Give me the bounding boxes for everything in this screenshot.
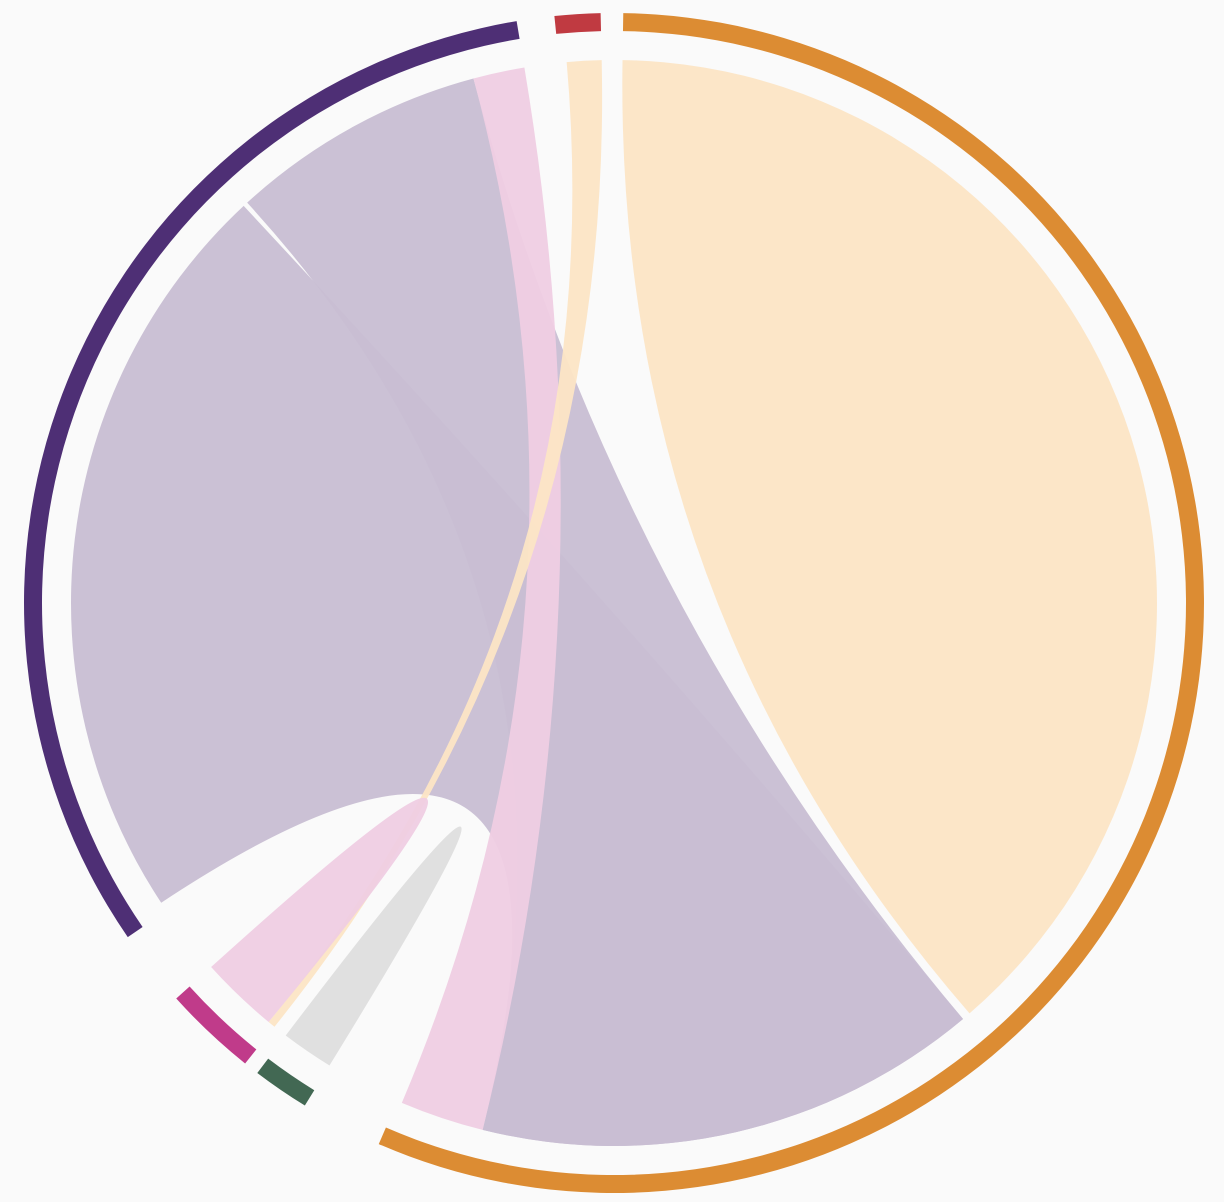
ribbon-green-6 [285,826,462,1066]
group-arc-purple [24,21,520,938]
group-arc-layer [24,13,1204,1193]
ribbon-layer [70,60,1157,1146]
ribbon-purple-3 [401,67,561,1130]
ribbon-orange-0 [622,60,1157,1014]
ribbon-purple-2 [247,78,964,1146]
group-arc-red [554,13,602,34]
group-arc-magenta [176,986,257,1064]
group-arc-green [257,1058,315,1106]
ribbon-magenta-5 [211,797,429,1022]
ribbon-orange-4 [268,60,603,1027]
